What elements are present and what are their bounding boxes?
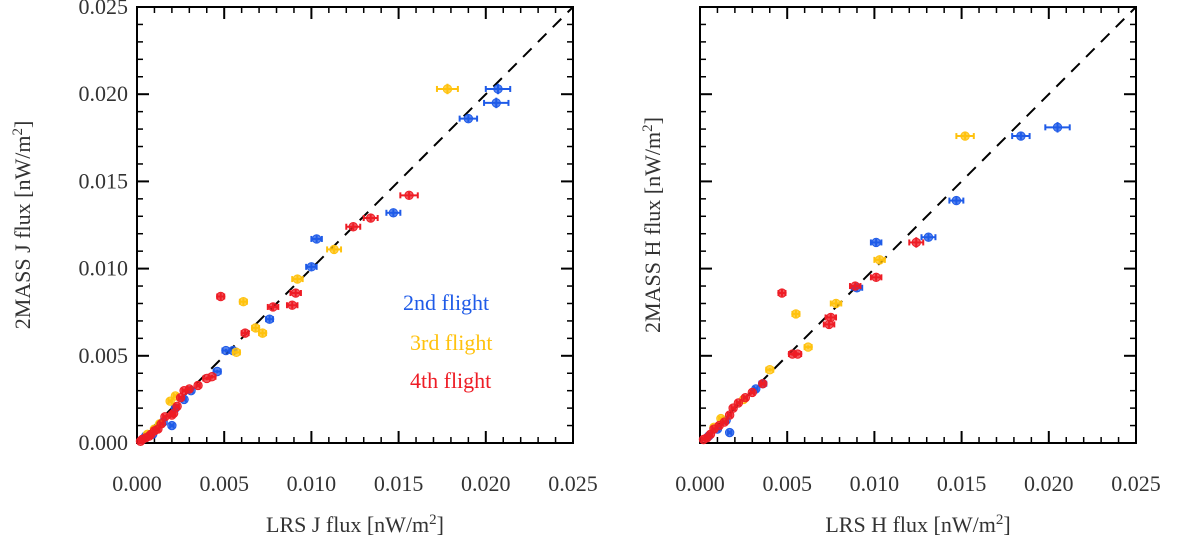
h-x-tick-label: 0.005 bbox=[762, 471, 812, 496]
j-point-4th-flight bbox=[285, 300, 299, 310]
j-point-4th-flight bbox=[175, 392, 186, 403]
h-plot-frame bbox=[699, 6, 1137, 444]
h-point-4th-flight bbox=[908, 237, 925, 248]
j-point-4th-flight bbox=[193, 380, 203, 391]
j-point-4th-flight bbox=[289, 288, 302, 298]
j-y-tick-label: 0.005 bbox=[79, 343, 129, 368]
h-point-3rd-flight bbox=[955, 131, 975, 141]
j-y-axis-title: 2MASS J flux [nW/m2] bbox=[10, 121, 35, 330]
j-point-3rd-flight bbox=[165, 396, 175, 406]
j-y-tick-label: 0.020 bbox=[79, 81, 129, 106]
j-point-2nd-flight bbox=[167, 420, 177, 431]
j-point-3rd-flight bbox=[435, 83, 459, 95]
h-x-tick-label: 0.015 bbox=[937, 471, 987, 496]
h-point-2nd-flight bbox=[920, 232, 937, 242]
j-point-2nd-flight bbox=[458, 113, 479, 124]
h-point-4th-flight bbox=[698, 434, 709, 445]
j-x-tick-label: 0.005 bbox=[199, 471, 249, 496]
j-point-4th-flight bbox=[345, 222, 362, 232]
h-x-tick-labels: 0.000 0.005 0.010 0.015 0.020 0.025 bbox=[675, 471, 1161, 496]
j-y-tick-label: 0.010 bbox=[79, 256, 129, 281]
j-x-axis-title: LRS J flux [nW/m2] bbox=[266, 512, 444, 537]
h-point-3rd-flight bbox=[829, 298, 843, 309]
legend-3rd-flight: 3rd flight bbox=[410, 330, 493, 355]
j-x-tick-label: 0.010 bbox=[287, 471, 337, 496]
j-point-4th-flight bbox=[135, 436, 146, 446]
h-point-4th-flight bbox=[728, 403, 738, 413]
j-point-4th-flight bbox=[160, 412, 170, 422]
h-x-tick-label: 0.000 bbox=[675, 471, 725, 496]
j-point-4th-flight bbox=[399, 190, 419, 201]
h-point-4th-flight bbox=[848, 281, 862, 291]
j-point-4th-flight bbox=[202, 373, 212, 384]
j-point-4th-flight bbox=[216, 291, 226, 302]
j-y-tick-label: 0.015 bbox=[79, 168, 129, 193]
j-point-2nd-flight bbox=[221, 345, 231, 356]
h-point-4th-flight bbox=[724, 410, 735, 420]
j-point-3rd-flight bbox=[326, 244, 343, 255]
j-point-3rd-flight bbox=[257, 328, 268, 338]
h-flux-panel: 0.000 0.005 0.010 0.015 0.020 0.025 LRS H flu… bbox=[640, 6, 1161, 537]
legend-4th-flight: 4th flight bbox=[410, 368, 491, 393]
h-x-tick-label: 0.025 bbox=[1111, 471, 1161, 496]
h-point-4th-flight bbox=[824, 312, 838, 323]
j-y-tick-label: 0.025 bbox=[79, 0, 129, 19]
j-y-tick-label: 0.000 bbox=[79, 430, 129, 455]
h-x-tick-label: 0.010 bbox=[850, 471, 900, 496]
j-data-points bbox=[135, 83, 512, 446]
j-point-2nd-flight bbox=[483, 97, 510, 109]
h-point-4th-flight bbox=[740, 392, 751, 403]
h-x-tick-label: 0.020 bbox=[1024, 471, 1074, 496]
h-point-2nd-flight bbox=[1011, 131, 1031, 141]
j-flux-panel: 0.000 0.005 0.010 0.015 0.020 0.025 0.0000.00… bbox=[10, 0, 598, 537]
h-point-3rd-flight bbox=[803, 342, 813, 352]
h-point-4th-flight bbox=[747, 387, 758, 398]
h-point-2nd-flight bbox=[869, 237, 883, 248]
h-x-axis-title: LRS H flux [nW/m2] bbox=[825, 512, 1010, 537]
j-point-4th-flight bbox=[172, 401, 182, 412]
j-one-to-one-line bbox=[136, 6, 574, 444]
j-point-3rd-flight bbox=[231, 347, 242, 358]
j-point-2nd-flight bbox=[484, 83, 512, 95]
j-x-tick-label: 0.015 bbox=[374, 471, 424, 496]
j-x-tick-label: 0.020 bbox=[461, 471, 511, 496]
h-point-4th-flight bbox=[758, 379, 768, 389]
j-point-2nd-flight bbox=[305, 262, 318, 272]
j-x-tick-label: 0.025 bbox=[548, 471, 598, 496]
h-point-2nd-flight bbox=[1044, 122, 1071, 133]
h-one-to-one-line bbox=[699, 6, 1137, 444]
j-point-4th-flight bbox=[362, 213, 379, 223]
h-point-4th-flight bbox=[869, 272, 883, 283]
j-plot-frame bbox=[136, 6, 574, 444]
j-point-2nd-flight bbox=[385, 208, 402, 218]
h-y-axis-title: 2MASS H flux [nW/m2] bbox=[640, 117, 665, 333]
j-point-4th-flight bbox=[179, 385, 189, 396]
legend-2nd-flight: 2nd flight bbox=[403, 290, 489, 315]
j-point-3rd-flight bbox=[250, 323, 261, 333]
h-point-3rd-flight bbox=[791, 309, 801, 319]
h-point-4th-flight bbox=[777, 288, 787, 298]
j-x-tick-labels: 0.000 0.005 0.010 0.015 0.020 0.025 bbox=[112, 471, 598, 496]
j-point-2nd-flight bbox=[310, 234, 323, 244]
j-axis-ticks bbox=[136, 6, 574, 444]
h-point-4th-flight bbox=[792, 349, 803, 359]
h-point-3rd-flight bbox=[873, 255, 886, 265]
j-y-tick-labels: 0.000 0.005 0.010 0.015 0.020 0.025 bbox=[79, 0, 129, 455]
h-axis-ticks bbox=[699, 6, 1137, 444]
h-point-3rd-flight bbox=[765, 365, 775, 375]
j-point-4th-flight bbox=[266, 302, 280, 312]
j-point-3rd-flight bbox=[238, 297, 249, 307]
legend: 2nd flight 3rd flight 4th flight bbox=[403, 290, 493, 393]
j-point-4th-flight bbox=[168, 408, 179, 419]
h-data-points bbox=[698, 122, 1071, 445]
h-point-2nd-flight bbox=[724, 427, 735, 438]
j-point-3rd-flight bbox=[291, 274, 304, 284]
h-point-4th-flight bbox=[822, 319, 836, 330]
h-point-2nd-flight bbox=[948, 195, 965, 206]
j-point-2nd-flight bbox=[264, 314, 275, 324]
j-point-4th-flight bbox=[240, 328, 250, 338]
j-x-tick-label: 0.000 bbox=[112, 471, 162, 496]
